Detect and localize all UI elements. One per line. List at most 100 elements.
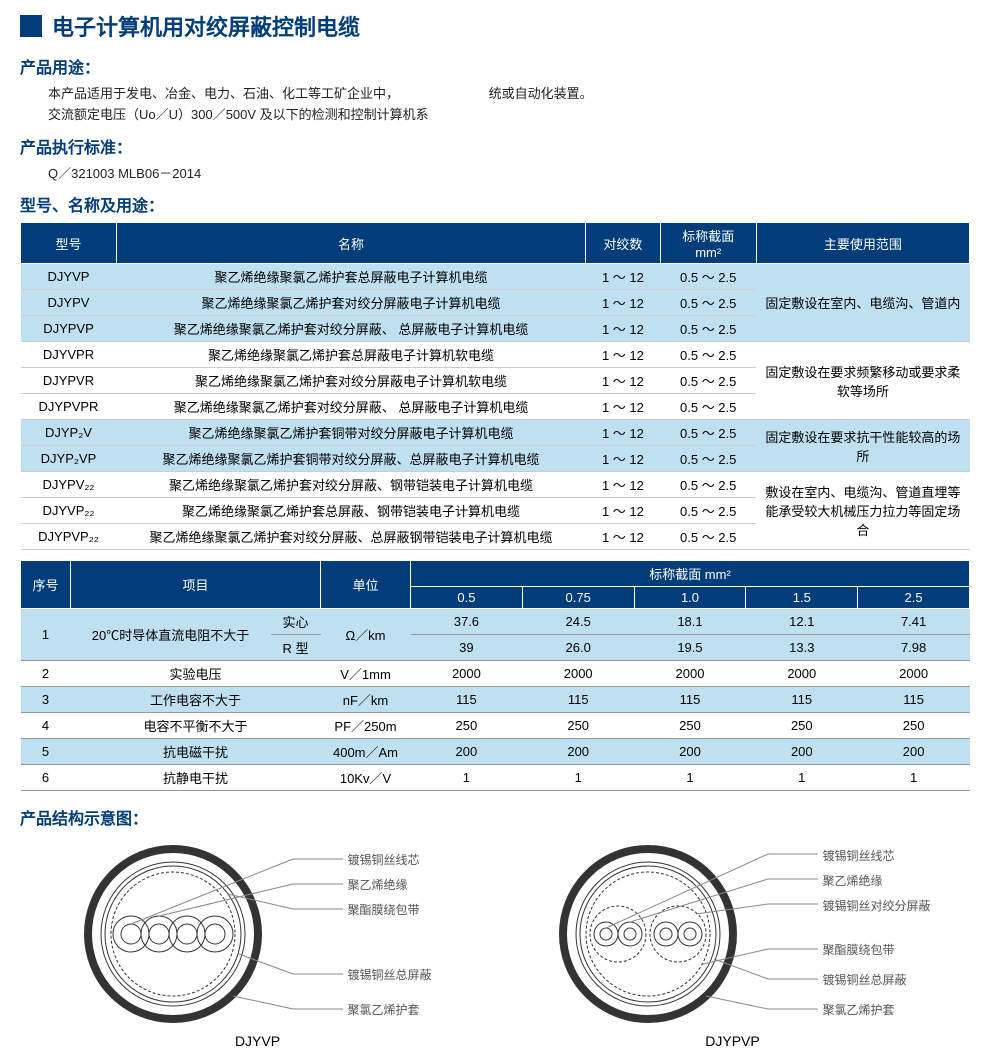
cell-section: 0.5 ～ 2.5 — [660, 368, 756, 394]
main-title: 电子计算机用对绞屏蔽控制电缆 — [52, 10, 360, 42]
cell-pairs: 1 ～ 12 — [586, 394, 661, 420]
cell-seq: 6 — [21, 765, 71, 791]
cell-val: 1 — [858, 765, 970, 791]
th-sub: 1.5 — [746, 587, 858, 609]
th-sub: 1.0 — [634, 587, 746, 609]
usage-line-3: 统或自动化装置。 — [489, 84, 593, 126]
cell-section: 0.5 ～ 2.5 — [660, 264, 756, 290]
cell-pairs: 1 ～ 12 — [586, 342, 661, 368]
cell-val: 1 — [634, 765, 746, 791]
cell-model: DJYPVP₂₂ — [21, 524, 117, 550]
cell-name: 聚乙烯绝缘聚氯乙烯护套铜带对绞分屏蔽电子计算机电缆 — [116, 420, 585, 446]
cell-name: 聚乙烯绝缘聚氯乙烯护套对绞分屏蔽电子计算机电缆 — [116, 290, 585, 316]
cell-val: 200 — [746, 739, 858, 765]
cell-item: 实验电压 — [71, 661, 321, 687]
callout: 镀锡铜丝线芯 — [348, 851, 420, 868]
table-row: DJYP₂V聚乙烯绝缘聚氯乙烯护套铜带对绞分屏蔽电子计算机电缆1 ～ 120.5… — [21, 420, 970, 446]
cell-name: 聚乙烯绝缘聚氯乙烯护套总屏蔽电子计算机电缆 — [116, 264, 585, 290]
cell-seq: 5 — [21, 739, 71, 765]
spec-table: 序号 项目 单位 标称截面 mm² 0.50.751.01.52.5 1 20℃… — [20, 560, 970, 791]
cell-val: 7.98 — [858, 635, 970, 661]
cell-val: 200 — [522, 739, 634, 765]
cell-usage: 固定敷设在室内、电缆沟、管道内 — [756, 264, 969, 342]
table-row: DJYPV₂₂聚乙烯绝缘聚氯乙烯护套对绞分屏蔽、钢带铠装电子计算机电缆1 ～ 1… — [21, 472, 970, 498]
cell-seq: 4 — [21, 713, 71, 739]
cell-name: 聚乙烯绝缘聚氯乙烯护套铜带对绞分屏蔽、总屏蔽电子计算机电缆 — [116, 446, 585, 472]
th-section: 标称截面mm² — [660, 223, 756, 264]
cell-name: 聚乙烯绝缘聚氯乙烯护套总屏蔽、钢带铠装电子计算机电缆 — [116, 498, 585, 524]
cell-val: 19.5 — [634, 635, 746, 661]
cell-item: 电容不平衡不大于 — [71, 713, 321, 739]
usage-line-2: 交流额定电压（Uo／U）300／500V 及以下的检测和控制计算机系 — [48, 105, 429, 126]
cell-val: 115 — [746, 687, 858, 713]
th-usage: 主要使用范围 — [756, 223, 969, 264]
cell-usage: 固定敷设在要求频繁移动或要求柔软等场所 — [756, 342, 969, 420]
cell-val: 2000 — [522, 661, 634, 687]
cell-val: 200 — [858, 739, 970, 765]
cell-usage: 固定敷设在要求抗干性能较高的场所 — [756, 420, 969, 472]
table-row: DJYVPR聚乙烯绝缘聚氯乙烯护套总屏蔽电子计算机软电缆1 ～ 120.5 ～ … — [21, 342, 970, 368]
table-row: 3 工作电容不大于 nF／km115115115115115 — [21, 687, 970, 713]
cell-pairs: 1 ～ 12 — [586, 498, 661, 524]
cell-section: 0.5 ～ 2.5 — [660, 420, 756, 446]
usage-label: 产品用途： — [20, 54, 970, 78]
cell-val: 24.5 — [522, 609, 634, 635]
cell-unit: V／1mm — [321, 661, 411, 687]
callout: 聚乙烯绝缘 — [348, 876, 408, 893]
diagram-right-label: DJYPVP — [518, 1033, 948, 1049]
cell-model: DJYP₂VP — [21, 446, 117, 472]
cell-model: DJYPVP — [21, 316, 117, 342]
table-row: DJYVP聚乙烯绝缘聚氯乙烯护套总屏蔽电子计算机电缆1 ～ 120.5 ～ 2.… — [21, 264, 970, 290]
cell-name: 聚乙烯绝缘聚氯乙烯护套对绞分屏蔽、 总屏蔽电子计算机电缆 — [116, 316, 585, 342]
cell-name: 聚乙烯绝缘聚氯乙烯护套对绞分屏蔽电子计算机软电缆 — [116, 368, 585, 394]
cell-val: 2000 — [634, 661, 746, 687]
th-name: 名称 — [116, 223, 585, 264]
callout: 镀锡铜丝总屏蔽 — [823, 971, 907, 988]
cell-val: 18.1 — [634, 609, 746, 635]
cell-name: 聚乙烯绝缘聚氯乙烯护套对绞分屏蔽、钢带铠装电子计算机电缆 — [116, 472, 585, 498]
th-seq: 序号 — [21, 561, 71, 609]
cell-pairs: 1 ～ 12 — [586, 446, 661, 472]
cell-pairs: 1 ～ 12 — [586, 472, 661, 498]
cell-item: 工作电容不大于 — [71, 687, 321, 713]
table-row: 2 实验电压 V／1mm20002000200020002000 — [21, 661, 970, 687]
cell-unit: 10Kv／V — [321, 765, 411, 791]
th-sub: 0.5 — [411, 587, 523, 609]
cell-val: 7.41 — [858, 609, 970, 635]
th-model: 型号 — [21, 223, 117, 264]
cell-unit: PF／250m — [321, 713, 411, 739]
cell-unit: nF／km — [321, 687, 411, 713]
cell-pairs: 1 ～ 12 — [586, 368, 661, 394]
callout: 镀锡铜丝总屏蔽 — [348, 966, 432, 983]
cell-seq: 1 — [21, 609, 71, 661]
cell-section: 0.5 ～ 2.5 — [660, 446, 756, 472]
diagram-left-label: DJYVP — [43, 1033, 473, 1049]
callout: 聚乙烯绝缘 — [823, 872, 883, 889]
cell-val: 1 — [411, 765, 523, 791]
cell-item: 抗静电干扰 — [71, 765, 321, 791]
cell-val: 115 — [522, 687, 634, 713]
cell-model: DJYPVPR — [21, 394, 117, 420]
main-title-row: 电子计算机用对绞屏蔽控制电缆 — [20, 10, 970, 42]
cell-seq: 3 — [21, 687, 71, 713]
cell-name: 聚乙烯绝缘聚氯乙烯护套对绞分屏蔽、总屏蔽钢带铠装电子计算机电缆 — [116, 524, 585, 550]
cell-val: 37.6 — [411, 609, 523, 635]
cell-model: DJYVP₂₂ — [21, 498, 117, 524]
th-section-group: 标称截面 mm² — [411, 561, 970, 587]
cell-pairs: 1 ～ 12 — [586, 264, 661, 290]
cell-model: DJYP₂V — [21, 420, 117, 446]
callout: 聚酯膜绕包带 — [823, 941, 895, 958]
callout: 聚氯乙烯护套 — [348, 1001, 420, 1018]
table-row: 5 抗电磁干扰 400m／Am200200200200200 — [21, 739, 970, 765]
cell-val: 1 — [746, 765, 858, 791]
title-square-icon — [20, 15, 42, 37]
cell-pairs: 1 ～ 12 — [586, 290, 661, 316]
cell-unit: 400m／Am — [321, 739, 411, 765]
cell-sub: 实心 — [271, 609, 321, 635]
usage-text: 本产品适用于发电、冶金、电力、石油、化工等工矿企业中， 交流额定电压（Uo／U）… — [48, 84, 970, 126]
diagram-right: 镀锡铜丝线芯 聚乙烯绝缘 镀锡铜丝对绞分屏蔽 聚酯膜绕包带 镀锡铜丝总屏蔽 聚氯… — [518, 839, 948, 1049]
cell-model: DJYVP — [21, 264, 117, 290]
table-row: 4 电容不平衡不大于 PF／250m250250250250250 — [21, 713, 970, 739]
cell-val: 26.0 — [522, 635, 634, 661]
cell-seq: 2 — [21, 661, 71, 687]
